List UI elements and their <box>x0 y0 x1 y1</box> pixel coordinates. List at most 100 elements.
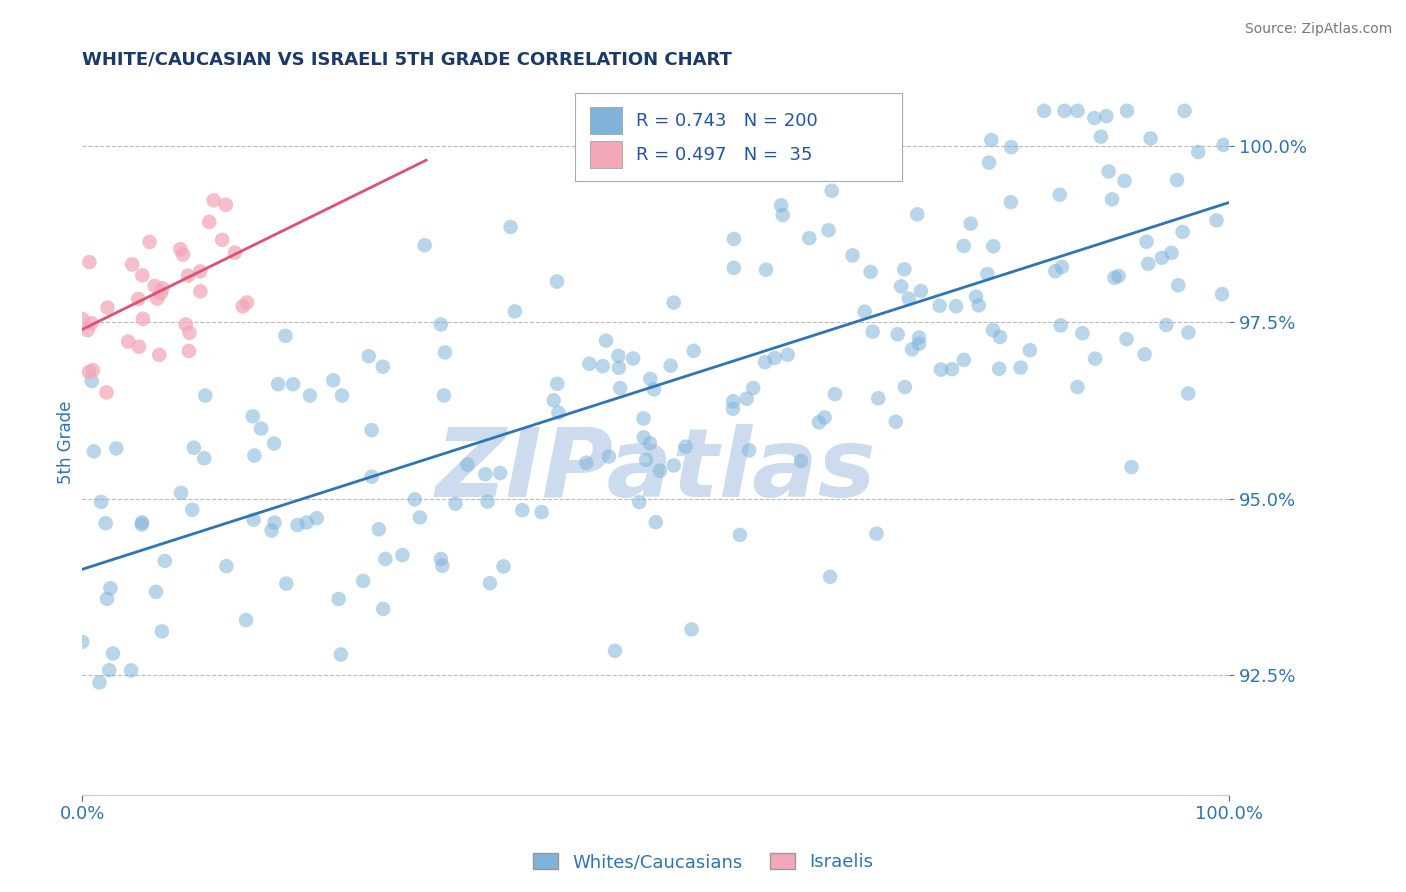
Point <box>242 513 264 527</box>
Point <box>1171 225 1194 239</box>
Point <box>215 559 238 574</box>
Point <box>510 503 533 517</box>
Point <box>894 380 917 394</box>
Point <box>478 576 501 591</box>
Point <box>98 663 121 677</box>
Point <box>735 392 758 406</box>
Point <box>413 238 436 252</box>
Point <box>360 423 382 437</box>
Point <box>177 343 200 358</box>
Point <box>96 385 118 400</box>
Point <box>644 515 666 529</box>
Point <box>1139 131 1161 145</box>
Point <box>662 295 685 310</box>
Point <box>890 279 912 293</box>
Point <box>174 318 197 332</box>
Point <box>457 458 479 472</box>
Point <box>131 516 153 530</box>
Point <box>1211 287 1233 301</box>
Point <box>1177 386 1199 401</box>
Point <box>981 239 1004 253</box>
Point <box>322 373 344 387</box>
Point <box>897 292 920 306</box>
Point <box>190 285 212 299</box>
Point <box>1212 138 1234 153</box>
Point <box>681 623 703 637</box>
Point <box>138 235 160 249</box>
Point <box>1066 103 1088 118</box>
Point <box>72 312 94 326</box>
Point <box>959 217 981 231</box>
Point <box>723 260 745 275</box>
Point <box>243 449 266 463</box>
Point <box>232 299 254 313</box>
Point <box>188 264 211 278</box>
Point <box>841 248 863 262</box>
Point <box>1133 347 1156 361</box>
Point <box>79 255 101 269</box>
Point <box>846 145 869 159</box>
Point <box>1108 268 1130 283</box>
Point <box>181 503 204 517</box>
Point <box>149 286 172 301</box>
Point <box>329 648 352 662</box>
Point <box>198 215 221 229</box>
Point <box>235 613 257 627</box>
Point <box>194 388 217 402</box>
Point <box>928 299 950 313</box>
Point <box>905 207 928 221</box>
Point <box>145 585 167 599</box>
Point <box>1167 278 1189 293</box>
Point <box>813 410 835 425</box>
Point <box>807 415 830 429</box>
Point <box>101 647 124 661</box>
Point <box>546 275 568 289</box>
Point <box>754 355 776 369</box>
Point <box>193 451 215 466</box>
Point <box>430 318 453 332</box>
Point <box>1050 260 1073 274</box>
Point <box>373 602 395 616</box>
Point <box>82 363 104 377</box>
Point <box>763 351 786 365</box>
Point <box>621 351 644 366</box>
Point <box>121 257 143 271</box>
Point <box>721 401 744 416</box>
Point <box>1066 380 1088 394</box>
Point <box>790 454 813 468</box>
Text: R = 0.743   N = 200: R = 0.743 N = 200 <box>636 112 818 129</box>
Point <box>1097 164 1119 178</box>
Point <box>633 430 655 444</box>
Point <box>609 381 631 395</box>
Point <box>859 265 882 279</box>
Point <box>263 436 285 450</box>
Point <box>409 510 432 524</box>
Point <box>862 325 884 339</box>
Point <box>952 239 974 253</box>
Point <box>880 158 903 172</box>
Point <box>988 361 1011 376</box>
Point <box>211 233 233 247</box>
Point <box>236 295 259 310</box>
Point <box>371 359 394 374</box>
Point <box>952 352 974 367</box>
Point <box>742 381 765 395</box>
Point <box>242 409 264 424</box>
Point <box>172 247 194 261</box>
Point <box>1095 109 1118 123</box>
Point <box>824 387 846 401</box>
Point <box>901 343 924 357</box>
Point <box>131 517 153 532</box>
Point <box>634 452 657 467</box>
Point <box>298 388 321 402</box>
Point <box>1135 235 1157 249</box>
Point <box>1049 318 1071 333</box>
Point <box>633 411 655 425</box>
Point <box>648 464 671 478</box>
Legend: Whites/Caucasians, Israelis: Whites/Caucasians, Israelis <box>526 846 880 879</box>
Point <box>489 466 512 480</box>
Point <box>143 279 166 293</box>
Point <box>120 664 142 678</box>
Point <box>444 497 467 511</box>
Point <box>215 198 238 212</box>
